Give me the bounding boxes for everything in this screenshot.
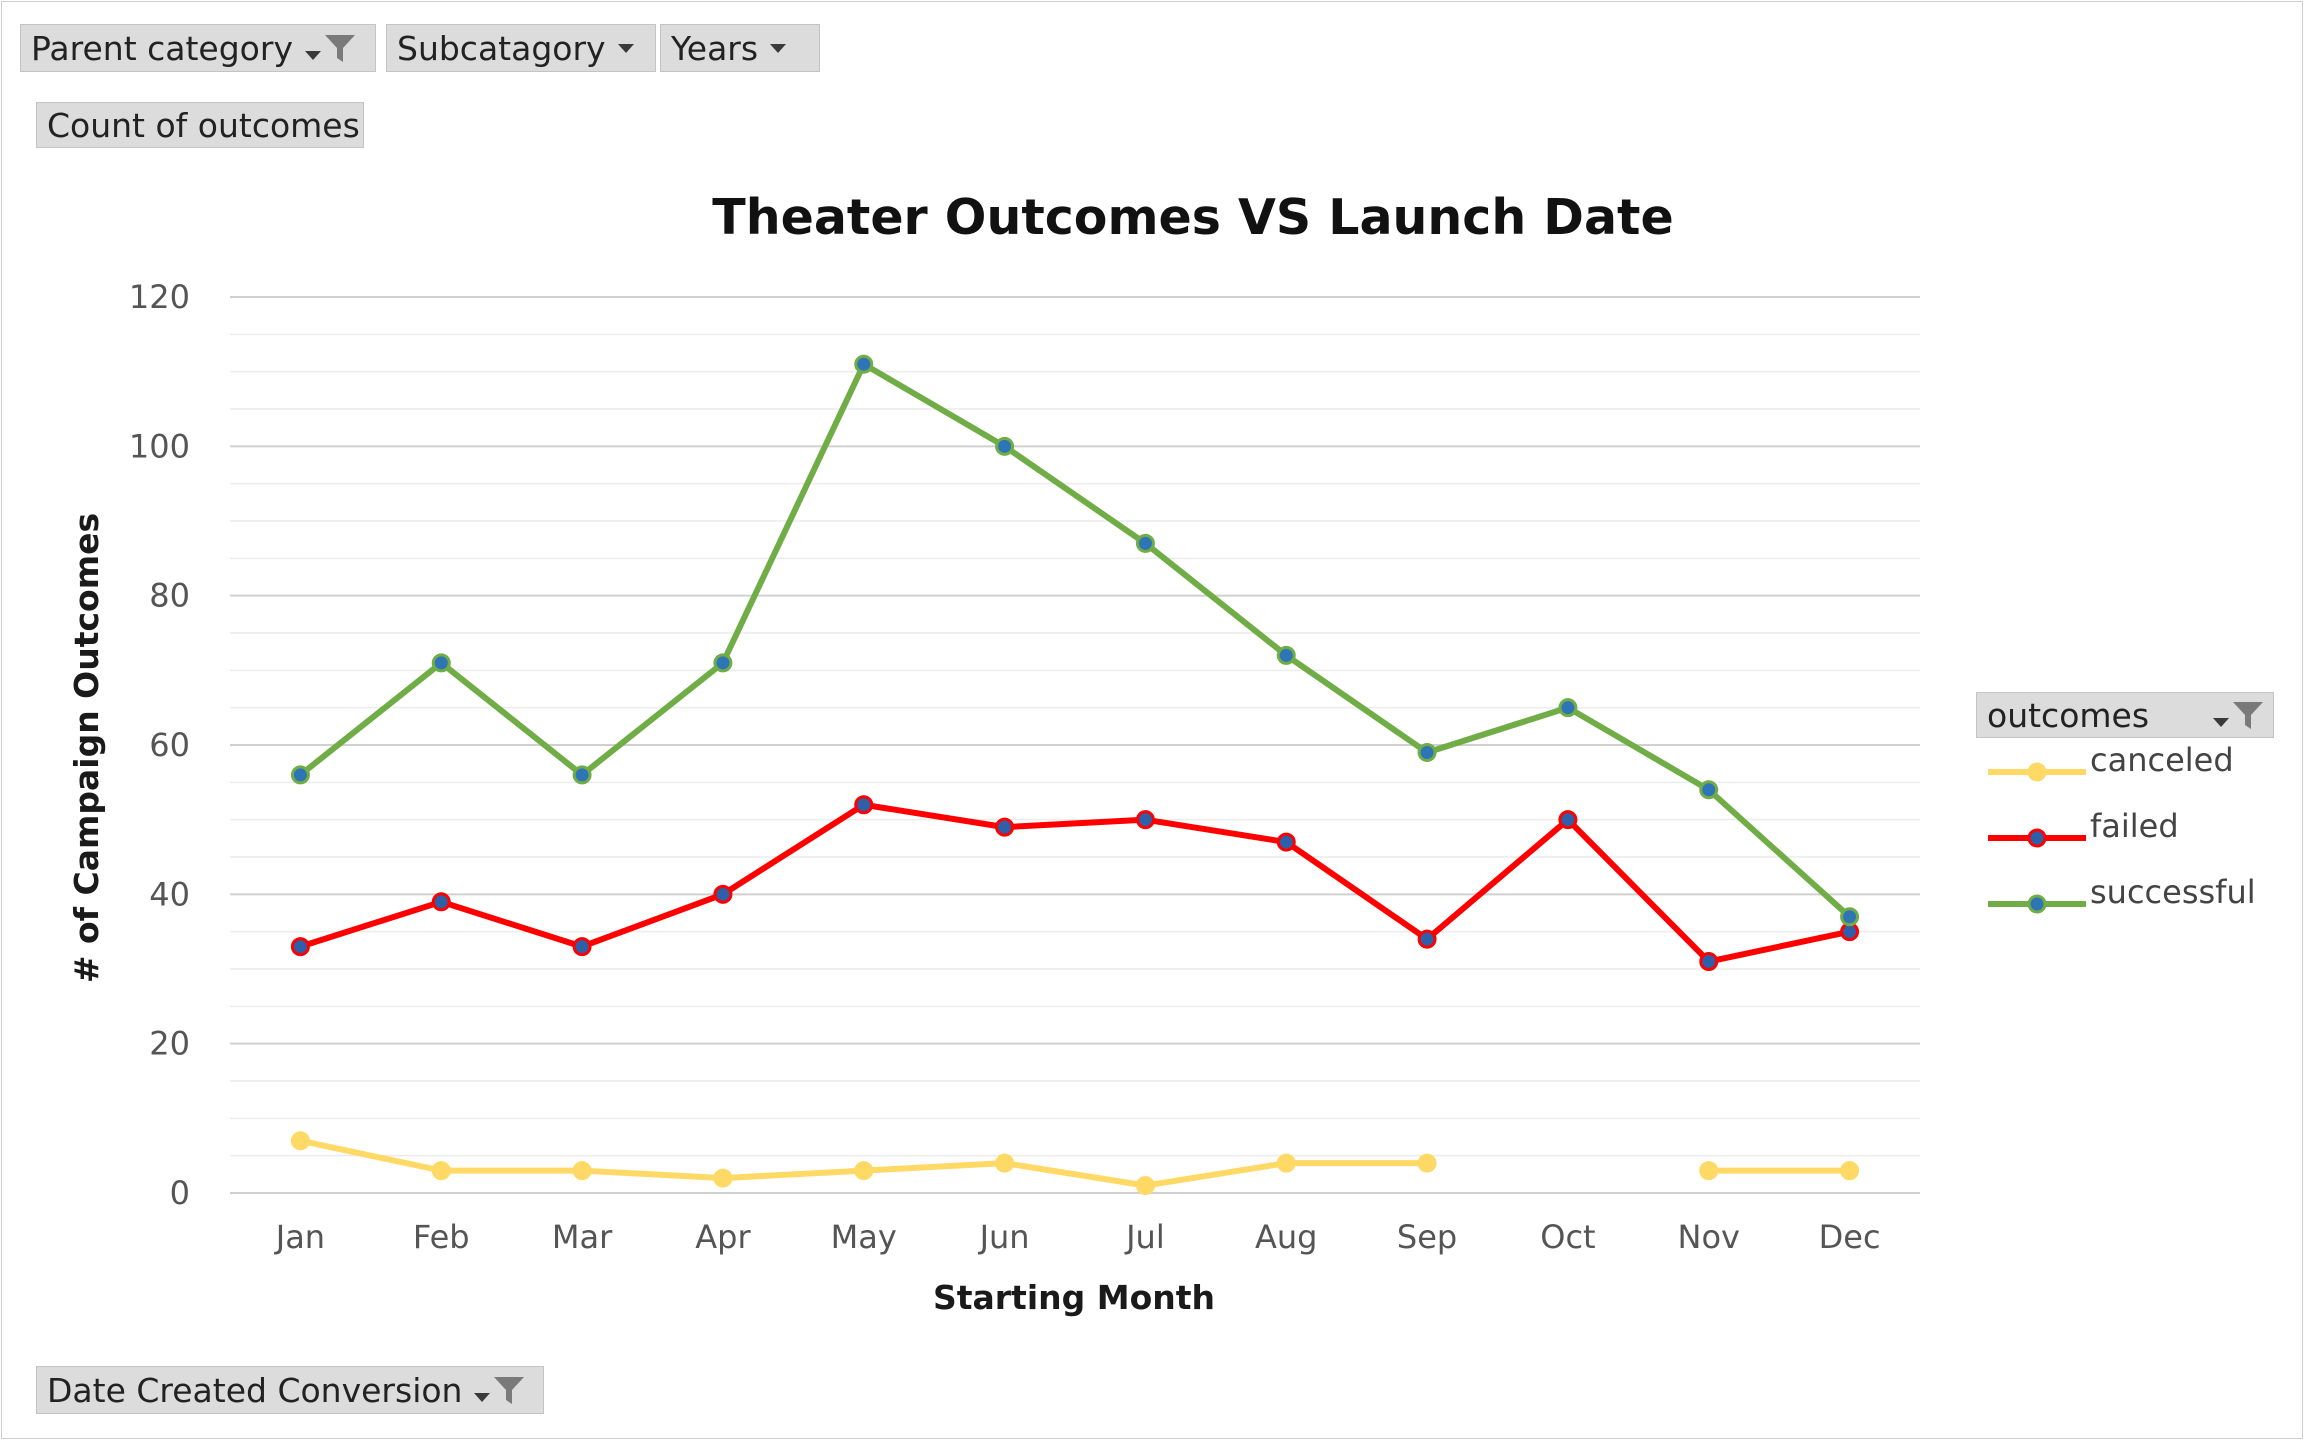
canceled-point[interactable] — [854, 1161, 874, 1181]
x-tick-label: Jan — [274, 1218, 325, 1256]
failed-point[interactable] — [1276, 832, 1296, 852]
canceled-point[interactable] — [1699, 1161, 1719, 1181]
chevron-down-icon — [2213, 717, 2229, 727]
filter-icon — [494, 1377, 525, 1404]
failed-point[interactable] — [995, 817, 1015, 837]
subcategory-label: Subcatagory — [397, 28, 606, 68]
successful-point[interactable] — [1558, 698, 1578, 718]
failed-point[interactable] — [572, 937, 592, 957]
values-field-label: Count of outcomes — [47, 105, 360, 145]
canceled-point[interactable] — [290, 1131, 310, 1151]
legend-marker — [2027, 828, 2047, 848]
failed-point[interactable] — [1558, 810, 1578, 830]
chevron-down-icon — [474, 1392, 491, 1402]
filter-icon — [324, 35, 355, 62]
successful-point[interactable] — [1699, 780, 1719, 800]
x-tick-label: Nov — [1678, 1218, 1740, 1256]
failed-point[interactable] — [1135, 810, 1155, 830]
successful-point[interactable] — [290, 765, 310, 785]
x-tick-label: Apr — [695, 1218, 751, 1256]
successful-line — [297, 361, 1853, 920]
legend-label: successful — [2090, 873, 2256, 911]
axis-field-label: Date Created Conversion — [47, 1370, 463, 1410]
legend-field-button[interactable]: outcomes — [1976, 692, 2274, 738]
x-tick-label: May — [831, 1218, 897, 1256]
failed-point[interactable] — [1417, 929, 1437, 949]
y-tick-label: 60 — [149, 726, 190, 764]
y-tick-label: 100 — [129, 427, 190, 465]
x-tick-label: Sep — [1397, 1218, 1457, 1256]
chart-title: Theater Outcomes VS Launch Date — [712, 189, 1673, 246]
y-tick-label: 40 — [149, 875, 190, 913]
y-tick-label: 120 — [129, 278, 190, 316]
filter-icon — [2233, 702, 2263, 729]
failed-line — [297, 801, 1853, 965]
successful-point[interactable] — [431, 653, 451, 673]
years-filter-button[interactable]: Years — [660, 24, 820, 72]
canceled-point[interactable] — [1417, 1153, 1437, 1173]
subcategory-filter-button[interactable]: Subcatagory — [386, 24, 656, 72]
successful-point[interactable] — [1276, 645, 1296, 665]
failed-series — [290, 795, 1860, 972]
x-tick-label: Jun — [978, 1218, 1030, 1256]
failed-point[interactable] — [1699, 952, 1719, 972]
gridlines — [230, 296, 1920, 1194]
series-lines — [290, 354, 1860, 1196]
y-tick-label: 0 — [170, 1174, 190, 1212]
y-tick-label: 80 — [149, 577, 190, 615]
legend-label: canceled — [2090, 741, 2234, 779]
legend-marker — [2027, 894, 2047, 914]
parent-category-filter-button[interactable]: Parent category — [20, 24, 376, 72]
y-tick-label: 20 — [149, 1025, 190, 1063]
legend-item-successful[interactable]: successful — [1988, 873, 2256, 914]
failed-point[interactable] — [854, 795, 874, 815]
chevron-down-icon — [304, 50, 321, 60]
successful-point[interactable] — [572, 765, 592, 785]
canceled-point[interactable] — [1840, 1161, 1860, 1181]
canceled-point[interactable] — [1276, 1153, 1296, 1173]
x-tick-label: Dec — [1819, 1218, 1881, 1256]
chevron-down-icon — [770, 43, 787, 53]
successful-point[interactable] — [713, 653, 733, 673]
successful-point[interactable] — [1840, 907, 1860, 927]
legend-label: failed — [2090, 807, 2179, 845]
chevron-down-icon — [617, 43, 634, 53]
canceled-point[interactable] — [995, 1153, 1015, 1173]
y-axis-ticks: 0 20 40 60 80 100 120 — [129, 278, 190, 1212]
successful-series — [290, 354, 1860, 927]
x-axis-ticks: Jan Feb Mar Apr May Jun Jul Aug Sep Oct Nov Dec — [274, 1218, 1881, 1256]
failed-point[interactable] — [431, 892, 451, 912]
canceled-point[interactable] — [713, 1168, 733, 1188]
x-tick-label: Mar — [552, 1218, 613, 1256]
failed-point[interactable] — [713, 884, 733, 904]
legend-field-label: outcomes — [1987, 695, 2150, 735]
x-tick-label: Jul — [1124, 1218, 1165, 1256]
x-tick-label: Aug — [1255, 1218, 1317, 1256]
legend-marker — [2027, 762, 2047, 782]
canceled-point[interactable] — [572, 1161, 592, 1181]
x-axis-title: Starting Month — [933, 1278, 1215, 1317]
successful-point[interactable] — [854, 354, 874, 374]
x-tick-label: Oct — [1540, 1218, 1595, 1256]
chart-legend: canceled failed successful — [1988, 741, 2256, 914]
values-field-button[interactable]: Count of outcomes — [36, 102, 364, 148]
successful-point[interactable] — [1135, 533, 1155, 553]
axis-field-button[interactable]: Date Created Conversion — [36, 1366, 544, 1414]
failed-point[interactable] — [290, 937, 310, 957]
canceled-point[interactable] — [431, 1161, 451, 1181]
y-axis-title: # of Campaign Outcomes — [67, 513, 106, 983]
years-label: Years — [671, 28, 759, 68]
successful-point[interactable] — [1417, 742, 1437, 762]
legend-item-canceled[interactable]: canceled — [1988, 741, 2234, 782]
legend-item-failed[interactable]: failed — [1988, 807, 2179, 848]
parent-category-label: Parent category — [31, 28, 293, 68]
canceled-series — [290, 1131, 1860, 1196]
successful-point[interactable] — [995, 436, 1015, 456]
canceled-point[interactable] — [1135, 1176, 1155, 1196]
x-tick-label: Feb — [413, 1218, 470, 1256]
